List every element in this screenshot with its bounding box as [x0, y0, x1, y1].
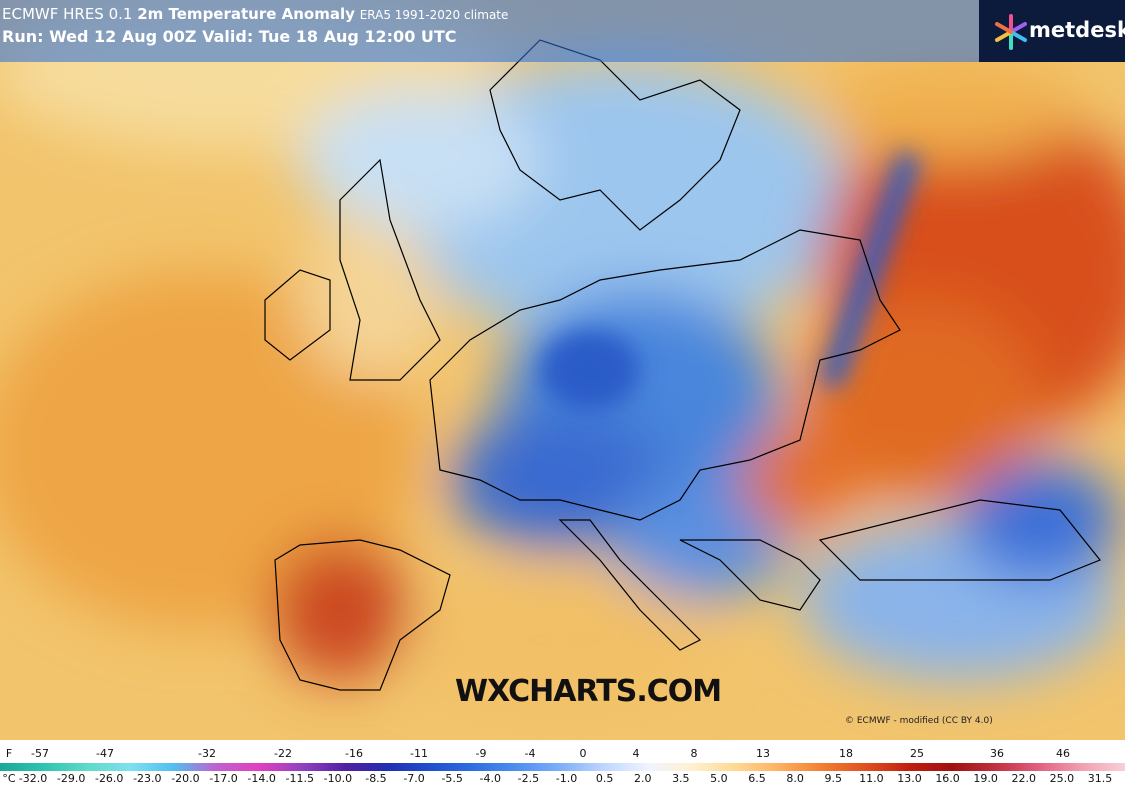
model-name: ECMWF HRES 0.1 [2, 5, 133, 23]
f-label: 25 [910, 747, 924, 760]
c-label: -17.0 [209, 772, 238, 785]
title-line: ECMWF HRES 0.1 2m Temperature Anomaly ER… [2, 5, 508, 23]
f-label: -4 [524, 747, 536, 760]
climate-note: ERA5 1991-2020 climate [359, 8, 509, 22]
header-bar [0, 0, 979, 62]
c-label: -1.0 [555, 772, 578, 785]
c-label: -4.0 [479, 772, 502, 785]
c-label: 0.5 [595, 772, 614, 785]
f-label: -57 [31, 747, 49, 760]
c-label: -2.5 [517, 772, 540, 785]
logo: metdesk [979, 0, 1125, 62]
f-label: 4 [632, 747, 640, 760]
watermark: WXCHARTS.COM [455, 674, 722, 709]
f-label: 8 [690, 747, 698, 760]
c-label: 6.5 [748, 772, 766, 785]
c-label: 3.5 [672, 772, 690, 785]
f-label: 18 [839, 747, 853, 760]
f-label: 0 [579, 747, 587, 760]
c-label: -29.0 [56, 772, 86, 785]
c-label: 16.0 [935, 772, 960, 785]
c-label: -7.0 [403, 772, 425, 785]
credit: © ECMWF - modified (CC BY 4.0) [845, 716, 993, 726]
c-label: 13.0 [897, 772, 922, 785]
c-label: 31.5 [1087, 772, 1113, 785]
f-label: -16 [345, 747, 363, 760]
logo-text: metdesk [1029, 18, 1125, 42]
c-label: 8.0 [786, 772, 804, 785]
f-label: -11 [410, 747, 428, 760]
c-label: 11.0 [859, 772, 884, 785]
f-label: -9 [475, 747, 487, 760]
color-strip [0, 763, 1125, 771]
c-label: 9.5 [824, 772, 843, 785]
f-unit: F [5, 747, 13, 760]
c-label: -10.0 [323, 772, 353, 785]
c-label: -32.0 [18, 772, 48, 785]
anomaly-map [0, 0, 1125, 710]
f-label: 13 [756, 747, 770, 760]
f-label: 36 [990, 747, 1004, 760]
c-label: -14.0 [247, 772, 276, 785]
f-label: -47 [96, 747, 114, 760]
f-label: -32 [198, 747, 216, 760]
c-label: -5.5 [441, 772, 463, 785]
c-label: 2.0 [633, 772, 652, 785]
c-label: -11.5 [285, 772, 314, 785]
c-label: 19.0 [973, 772, 998, 785]
logo-icon [995, 14, 1027, 50]
c-label: 22.0 [1011, 772, 1037, 785]
c-label: -20.0 [171, 772, 200, 785]
chart-title: 2m Temperature Anomaly [137, 5, 355, 23]
c-label: 25.0 [1049, 772, 1075, 785]
f-label: 46 [1056, 747, 1070, 760]
f-label: -22 [274, 747, 292, 760]
run-info: Run: Wed 12 Aug 00Z Valid: Tue 18 Aug 12… [2, 27, 457, 46]
c-label: -26.0 [94, 772, 124, 785]
c-label: -23.0 [133, 772, 162, 785]
c-label: 5.0 [710, 772, 728, 785]
c-label: -8.5 [365, 772, 387, 785]
c-unit: °C [2, 772, 16, 785]
